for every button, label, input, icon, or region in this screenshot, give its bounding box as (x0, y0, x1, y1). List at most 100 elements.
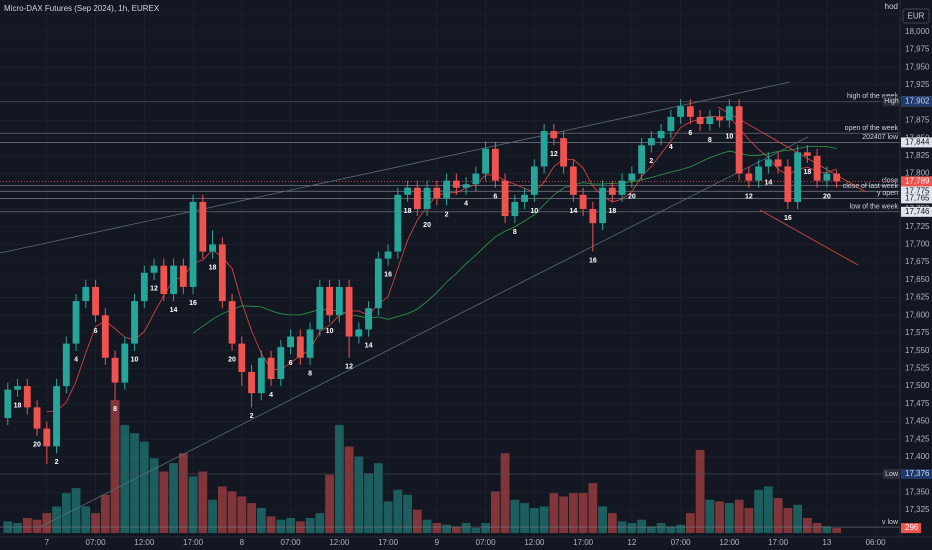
volume-bar (208, 499, 217, 533)
level-label: high of the week (847, 93, 898, 100)
candle-body (764, 159, 772, 167)
price-tag-label: 17,775 (905, 186, 930, 195)
candle-body (306, 329, 314, 358)
moving-average (46, 115, 837, 412)
volume-bar (13, 523, 22, 533)
volume-bar (120, 424, 130, 533)
marker-tag (883, 96, 900, 107)
volume-bar (286, 518, 295, 533)
candle-label: 10 (326, 328, 334, 335)
candle-body (677, 106, 685, 117)
candle-label: 2 (649, 158, 653, 165)
x-tick-label: 9 (435, 538, 440, 547)
candle-label: 12 (550, 151, 558, 158)
x-tick-label: 13 (822, 538, 831, 547)
volume-bar (588, 483, 598, 533)
candle-body (686, 106, 694, 117)
x-tick-label: 17:00 (573, 538, 594, 547)
candle-label: 14 (170, 307, 178, 314)
marker-price-label: 17,902 (905, 96, 930, 105)
volume-bar (802, 518, 812, 533)
candle-body (150, 265, 158, 273)
candle-body (43, 428, 51, 447)
volume-bar (110, 400, 120, 533)
volume-bar (403, 494, 412, 533)
candle-body (14, 386, 21, 390)
price-tag (901, 193, 932, 204)
candle-label: 8 (113, 406, 117, 413)
level-label: low of the week (850, 204, 899, 211)
candle-body (189, 201, 197, 287)
candle-body (287, 336, 294, 348)
volume-bar (422, 519, 432, 533)
candle-body (530, 166, 538, 195)
candle-label: 16 (784, 215, 792, 222)
marker-label: High (884, 98, 899, 105)
volume-bar (471, 528, 481, 533)
candle-body (433, 187, 441, 199)
level-label: v low (882, 519, 899, 526)
volume-bar (227, 491, 237, 533)
last-price-tag (901, 176, 932, 187)
candle-body (374, 258, 382, 309)
volume-bar (500, 453, 510, 533)
y-tick-label: 17,800 (905, 169, 930, 178)
candle-label: 4 (464, 201, 468, 208)
candle-body (784, 166, 792, 202)
volume-bar (139, 441, 149, 533)
volume-bar (412, 509, 422, 533)
volume-bar (666, 526, 676, 533)
volume-layer (3, 400, 842, 533)
volume-bar (22, 518, 32, 533)
volume-tag (901, 523, 921, 534)
candle-body (413, 187, 421, 209)
candle-body (491, 148, 499, 181)
candle-label: 8 (708, 137, 712, 144)
ma-layer (46, 115, 837, 412)
volume-bar (568, 493, 578, 533)
y-tick-label: 17,425 (905, 434, 930, 443)
volume-bar (676, 524, 685, 533)
candle-body (296, 336, 304, 358)
volume-bar (52, 506, 61, 533)
candle-body (257, 357, 265, 394)
volume-bar (724, 503, 734, 533)
volume-bar (354, 456, 364, 533)
candle-label: 18 (608, 208, 616, 215)
volume-bar (81, 506, 91, 533)
volume-bar (276, 519, 286, 533)
candle-body (404, 187, 411, 195)
candle-body (599, 187, 607, 224)
volume-bar (237, 496, 247, 533)
x-tick-label: 07:00 (86, 538, 107, 547)
volume-bar (442, 524, 451, 533)
candle-body (423, 187, 431, 209)
currency-box[interactable] (902, 8, 930, 24)
candle-body (735, 106, 743, 174)
marker-price-label: 17,376 (905, 469, 930, 478)
candle-label: 12 (345, 364, 353, 371)
candle-body (384, 251, 392, 259)
candle-body (628, 173, 636, 181)
level-label: close of last week (843, 183, 899, 190)
volume-bar (637, 519, 646, 533)
volume-bar (490, 491, 500, 533)
candle-body (696, 116, 704, 124)
volume-bar (305, 518, 315, 533)
candle-label: 4 (669, 144, 673, 151)
candle-label: 20 (423, 222, 431, 229)
x-tick-label: 12:00 (524, 538, 545, 547)
level-label: close (882, 177, 898, 184)
candle-body (774, 159, 782, 167)
volume-bar (529, 508, 539, 533)
candle-body (140, 272, 148, 302)
price-tag-label: 17,844 (905, 138, 930, 147)
volume-bar (178, 453, 188, 533)
candle-body (755, 166, 763, 181)
volume-bar (607, 513, 617, 533)
candle-body (443, 180, 450, 199)
candle-body (813, 155, 821, 181)
candle-label: 2 (55, 459, 59, 466)
candle-label: 20 (33, 442, 41, 449)
y-tick-label: 17,475 (905, 399, 930, 408)
